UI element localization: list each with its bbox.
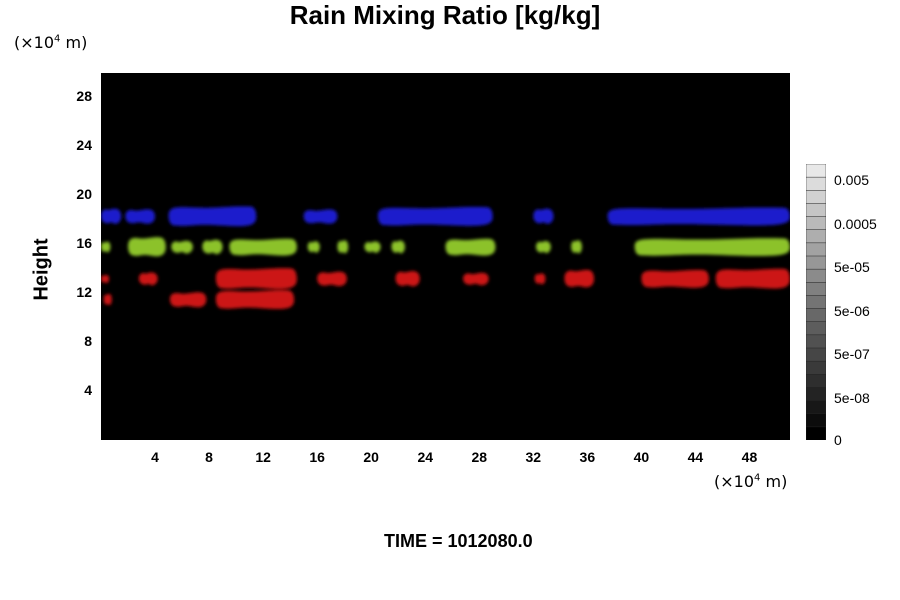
- rain-band-segment: [138, 272, 158, 286]
- plot-area: [101, 73, 790, 440]
- colorbar-swatch: [806, 216, 826, 231]
- rain-band-segment: [303, 209, 338, 224]
- y-tick-label: 12: [76, 284, 92, 301]
- rain-band-segment: [101, 241, 111, 253]
- colorbar-label: 5e-07: [834, 346, 870, 362]
- rain-band-segment: [564, 269, 595, 288]
- colorbar-swatch: [806, 347, 826, 362]
- colorbar-swatch: [806, 164, 826, 178]
- rain-band-segment: [229, 238, 297, 256]
- colorbar-swatch: [806, 321, 826, 336]
- x-tick-label: 40: [633, 449, 650, 465]
- colorbar-swatch: [806, 282, 826, 297]
- x-unit-label: (×104 m): [714, 472, 788, 491]
- x-tick-label: 32: [525, 449, 542, 465]
- colorbar: [806, 164, 826, 440]
- rain-band-segment: [536, 240, 551, 254]
- colorbar-swatch: [806, 334, 826, 349]
- y-unit-label: (×104 m): [14, 33, 88, 52]
- colorbar-label: 0: [834, 432, 842, 448]
- rain-band-segment: [395, 271, 420, 287]
- rain-band-segment: [103, 293, 112, 306]
- rain-band-segment: [169, 292, 207, 308]
- colorbar-swatch: [806, 374, 826, 389]
- rain-band-segment: [307, 241, 320, 253]
- colorbar-swatch: [806, 242, 826, 257]
- chart-title: Rain Mixing Ratio [kg/kg]: [289, 0, 601, 30]
- colorbar-swatch: [806, 295, 826, 310]
- y-axis-title: Height: [30, 238, 53, 301]
- x-unit: m: [765, 472, 782, 491]
- x-unit-exponent: 4: [754, 472, 761, 484]
- rain-band-segment: [534, 273, 546, 285]
- colorbar-swatch: [806, 426, 826, 440]
- y-unit: m: [65, 33, 82, 52]
- colorbar-swatch: [806, 255, 826, 270]
- rain-band-segment: [364, 241, 381, 253]
- rain-band-segment: [445, 238, 496, 256]
- x-unit-scale: ×10: [720, 472, 755, 491]
- rain-band-segment: [377, 206, 493, 226]
- rain-band-segment: [391, 240, 405, 254]
- colorbar-swatch: [806, 413, 826, 428]
- colorbar-swatch: [806, 360, 826, 376]
- y-tick-label: 20: [76, 186, 92, 203]
- x-tick-label: 36: [579, 449, 596, 465]
- rain-band-segment: [533, 208, 554, 224]
- rain-band-segment: [101, 274, 110, 284]
- y-tick-label: 16: [76, 235, 92, 252]
- rain-band-segment: [607, 207, 790, 226]
- heatmap-svg: [101, 206, 790, 310]
- y-tick-label: 28: [76, 88, 92, 105]
- colorbar-label: 5e-08: [834, 390, 870, 406]
- x-tick-label: 20: [363, 449, 379, 465]
- rain-band-segment: [337, 240, 349, 254]
- y-tick-label: 8: [84, 333, 92, 350]
- y-unit-scale: ×10: [20, 33, 55, 52]
- y-tick-label: 4: [84, 382, 92, 399]
- rain-band-segment: [634, 238, 790, 257]
- x-tick-label: 28: [471, 449, 488, 465]
- x-tick-label: 24: [417, 449, 434, 465]
- x-tick-label: 12: [255, 449, 271, 465]
- colorbar-label: 5e-05: [834, 259, 870, 275]
- colorbar-label: 5e-06: [834, 303, 870, 319]
- colorbar-label: 0.005: [834, 172, 870, 188]
- x-tick-label: 4: [151, 449, 159, 465]
- rain-band-segment: [641, 269, 709, 288]
- rain-band-segment: [215, 290, 295, 310]
- colorbar-swatch: [806, 400, 826, 415]
- rain-band-segment: [215, 268, 297, 290]
- colorbar-swatch: [806, 176, 826, 192]
- rain-band-segment: [128, 237, 166, 257]
- x-tick-label: 48: [741, 449, 758, 465]
- rain-band-segment: [101, 208, 122, 224]
- rain-band-segment: [463, 272, 489, 286]
- rain-band-segment: [168, 206, 257, 227]
- rain-band-segment: [317, 271, 347, 287]
- colorbar-swatch: [806, 190, 826, 205]
- colorbar-swatch: [806, 229, 826, 244]
- rain-band-segment: [715, 268, 790, 289]
- rain-band-segment: [125, 209, 156, 224]
- rain-band-segment: [571, 240, 582, 254]
- y-unit-exponent: 4: [54, 33, 61, 45]
- colorbar-swatch: [806, 268, 826, 284]
- x-tick-label: 16: [309, 449, 325, 465]
- colorbar-swatch: [806, 203, 826, 218]
- colorbar-label: 0.0005: [834, 216, 877, 232]
- x-tick-label: 44: [687, 449, 704, 465]
- x-tick-label: 8: [205, 449, 213, 465]
- rain-band-segment: [202, 239, 223, 255]
- time-label: TIME = 1012080.0: [384, 531, 533, 551]
- colorbar-swatch: [806, 387, 826, 402]
- y-tick-label: 24: [76, 137, 92, 154]
- rain-band-segment: [171, 240, 193, 254]
- colorbar-swatch: [806, 308, 826, 323]
- rain-bands: [101, 206, 790, 310]
